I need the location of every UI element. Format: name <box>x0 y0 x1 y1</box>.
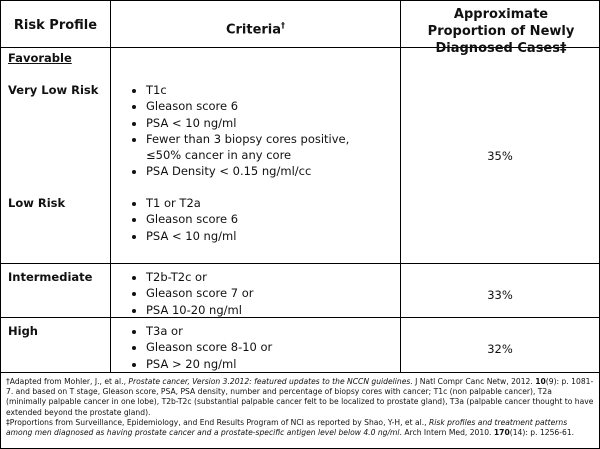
bullet-item: T3a or <box>146 323 388 339</box>
row-label: Very Low Risk <box>8 83 99 97</box>
proportion: 33% <box>487 288 513 302</box>
bullet-list: T2b-T2c orGleason score 7 orPSA 10-20 ng… <box>126 269 388 318</box>
rule <box>400 1 401 372</box>
bullet-item: Gleason score 8-10 or <box>146 339 388 355</box>
header-cell: Approximate Proportion of Newly Diagnose… <box>427 7 575 56</box>
bullet-item: PSA < 10 ng/ml <box>146 228 388 244</box>
bullet-item: PSA 10-20 ng/ml <box>146 302 388 318</box>
footnote-run: 170 <box>493 428 510 438</box>
group-label: Favorable <box>8 51 72 65</box>
bullet-list: T3a orGleason score 8-10 orPSA > 20 ng/m… <box>126 323 388 372</box>
bullet-item: T1c <box>146 82 388 98</box>
bullet-item: Gleason score 6 <box>146 98 388 114</box>
bullet-item: T1 or T2a <box>146 195 388 211</box>
footnote-run: Prostate cancer, Version 3.2012: feature… <box>128 377 413 386</box>
bullet-list: T1 or T2aGleason score 6PSA < 10 ng/ml <box>126 195 388 244</box>
rule <box>1 47 599 48</box>
proportion: 35% <box>487 149 513 163</box>
criteria-list: T1 or T2aGleason score 6PSA < 10 ng/ml <box>126 195 388 244</box>
rule <box>1 317 599 318</box>
bullet-item: PSA > 20 ng/ml <box>146 356 388 372</box>
footnote-run: Risk profiles and treatment patterns amo… <box>6 417 568 438</box>
footnote-run: †Adapted from Mohler, J., et al., <box>6 377 129 386</box>
footnote-run: 10 <box>535 377 546 386</box>
footnotes: †Adapted from Mohler, J., et al., Prosta… <box>6 377 594 438</box>
header-text: Criteria <box>225 22 282 38</box>
bullet-item: Gleason score 6 <box>146 211 388 227</box>
footnote: †Adapted from Mohler, J., et al., Prosta… <box>6 377 594 418</box>
bullet-item: Fewer than 3 biopsy cores positive, ≤50%… <box>146 131 388 164</box>
row-label: Intermediate <box>8 270 93 284</box>
footnote-run: ‡Proportions from Surveillance, Epidemio… <box>6 417 429 427</box>
row-label: High <box>8 324 38 338</box>
row-label: Low Risk <box>8 196 66 210</box>
header-mark: † <box>281 21 286 30</box>
bullet-item: PSA Density < 0.15 ng/ml/cc <box>146 163 388 179</box>
footnote-run: . Arch Intern Med, 2010. <box>399 428 494 438</box>
bullet-item: T2b-T2c or <box>146 269 388 285</box>
footnote-run: J Natl Compr Canc Netw, 2012. <box>412 377 536 386</box>
header-cell: Criteria† <box>111 17 400 38</box>
rule <box>1 372 599 373</box>
rule <box>1 263 599 264</box>
proportion: 32% <box>487 342 513 356</box>
criteria-list: T2b-T2c orGleason score 7 orPSA 10-20 ng… <box>126 269 388 318</box>
header-cell: Risk Profile <box>13 18 98 33</box>
bullet-item: PSA < 10 ng/ml <box>146 115 388 131</box>
footnote: ‡Proportions from Surveillance, Epidemio… <box>6 418 594 438</box>
bullet-list: T1cGleason score 6PSA < 10 ng/mlFewer th… <box>126 82 388 180</box>
bullet-item: Gleason score 7 or <box>146 285 388 301</box>
criteria-list: T3a orGleason score 8-10 orPSA > 20 ng/m… <box>126 323 388 372</box>
footnote-run: (9): p. 1081-7. and based on T stage, Gl… <box>6 377 594 417</box>
footnote-run: (14): p. 1256-61. <box>509 428 575 438</box>
rule <box>110 1 111 372</box>
criteria-list: T1cGleason score 6PSA < 10 ng/mlFewer th… <box>126 82 388 180</box>
